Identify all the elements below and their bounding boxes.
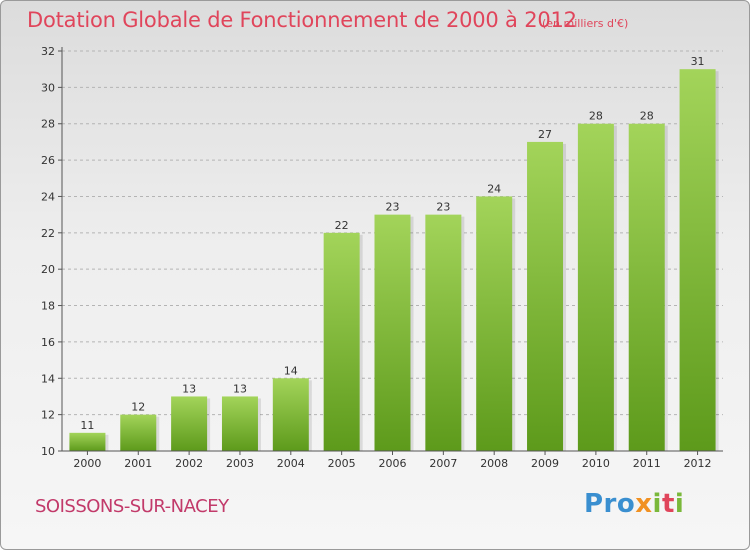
bar [628,123,665,452]
bar [425,214,462,451]
bar-value-label: 22 [335,219,349,232]
bars [69,69,719,452]
y-tick-label: 32 [41,45,55,58]
bar [221,396,258,451]
x-tick-label: 2003 [226,457,254,470]
x-tick-label: 2002 [175,457,203,470]
y-tick-label: 16 [41,336,55,349]
chart-subtitle: (en milliers d'€) [542,17,629,30]
commune-name: SOISSONS-SUR-NACEY [35,496,229,517]
bar-value-label: 28 [640,110,654,123]
x-tick-label: 2001 [124,457,152,470]
bar [577,123,614,452]
bar [120,414,157,451]
bar-value-label: 14 [284,364,298,377]
bar-value-label: 28 [589,110,603,123]
x-tick-label: 2008 [480,457,508,470]
y-tick-label: 12 [41,409,55,422]
x-tick-label: 2009 [531,457,559,470]
bar-value-label: 24 [487,182,501,195]
y-tick-label: 20 [41,263,55,276]
bar [527,141,564,451]
x-tick-label: 2010 [582,457,610,470]
y-tick-label: 22 [41,227,55,240]
y-tick-label: 28 [41,118,55,131]
bar [272,378,309,451]
y-tick-label: 18 [41,300,55,313]
bar [374,214,411,451]
x-tick-label: 2012 [684,457,712,470]
x-tick-label: 2007 [429,457,457,470]
bar [69,432,106,451]
bar-value-label: 31 [691,55,705,68]
bar [476,196,513,451]
bar-value-label: 23 [436,201,450,214]
bar-value-label: 12 [131,401,145,414]
axes [58,47,723,455]
proxiti-logo: Proxiti [584,489,685,519]
x-tick-label: 2005 [328,457,356,470]
y-tick-label: 30 [41,81,55,94]
x-tick-label: 2004 [277,457,305,470]
bar-value-label: 13 [233,382,247,395]
y-tick-label: 24 [41,190,55,203]
y-tick-label: 10 [41,445,55,458]
x-tick-label: 2000 [73,457,101,470]
bar-value-label: 11 [80,419,94,432]
y-tick-label: 26 [41,154,55,167]
bar-value-label: 23 [386,201,400,214]
bar [171,396,208,451]
x-tick-label: 2006 [379,457,407,470]
bar [323,232,360,451]
x-tick-label: 2011 [633,457,661,470]
bar-value-label: 13 [182,382,196,395]
bar [679,69,716,451]
y-tick-label: 14 [41,372,55,385]
chart-title: Dotation Globale de Fonctionnement de 20… [27,8,577,32]
bar-value-label: 27 [538,128,552,141]
labels: 10 12 14 16 18 20 22 24 26 28 30 32 11 2000 12 2001 13 20… [41,45,712,470]
